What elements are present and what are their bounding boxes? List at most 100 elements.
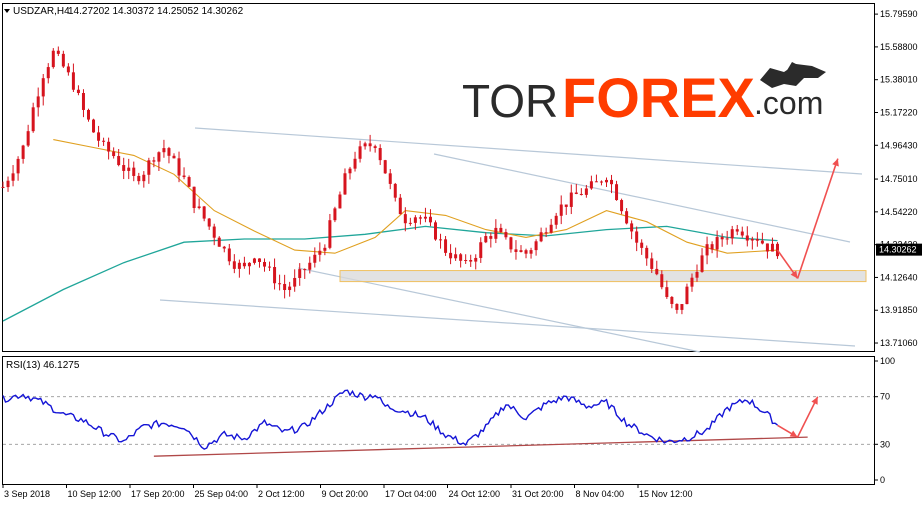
- candle-body: [21, 145, 25, 159]
- candle-body: [46, 67, 50, 79]
- candle-body: [750, 239, 754, 241]
- price-pane-frame: [2, 3, 875, 352]
- bull-bear-icon: [760, 62, 826, 88]
- time-tick-label: 3 Sep 2018: [4, 489, 50, 499]
- time-tick-label: 31 Oct 20:00: [512, 489, 564, 499]
- candle-body: [413, 217, 417, 223]
- candle-body: [61, 53, 65, 67]
- candle-body: [604, 179, 608, 183]
- candle-body: [373, 146, 377, 149]
- price-tick-label: 14.96430: [880, 140, 918, 150]
- watermark-dotcom: .com: [754, 85, 823, 121]
- candle-body: [635, 231, 639, 243]
- candle-body: [247, 262, 251, 267]
- time-tick-label: 9 Oct 20:00: [322, 489, 369, 499]
- candle-body: [660, 274, 664, 288]
- price-projection-arrow-head: [832, 158, 839, 167]
- candle-body: [740, 231, 744, 236]
- candle-body: [41, 78, 45, 97]
- candle-body: [489, 236, 493, 239]
- candle-body: [594, 181, 598, 183]
- candle-body: [343, 173, 347, 195]
- candle-body: [363, 143, 367, 147]
- candle-body: [86, 109, 90, 120]
- candle-body: [454, 254, 458, 259]
- price-tick-label: 14.75010: [880, 174, 918, 184]
- candle-body: [167, 148, 171, 156]
- torforex-watermark: TOR FOREX .com: [462, 62, 826, 129]
- candle-body: [31, 107, 35, 132]
- candle-body: [685, 286, 689, 305]
- candle-body: [333, 208, 337, 221]
- candle-body: [418, 217, 422, 219]
- price-tick-label: 15.58800: [880, 42, 918, 52]
- candle-body: [66, 66, 70, 73]
- candle-body: [313, 254, 317, 263]
- candle-body: [645, 247, 649, 259]
- candle-body: [765, 243, 769, 252]
- candle-body: [263, 261, 267, 267]
- candle-body: [358, 146, 362, 159]
- candle-body: [202, 206, 206, 219]
- candle-body: [117, 156, 121, 166]
- candle-body: [187, 177, 191, 187]
- candle-body: [182, 175, 186, 178]
- candle-body: [589, 181, 593, 189]
- candle-body: [298, 269, 302, 278]
- candle-body: [615, 184, 619, 201]
- candle-body: [388, 173, 392, 184]
- dropdown-triangle-icon[interactable]: [4, 9, 10, 13]
- candle-body: [519, 250, 523, 252]
- candle-body: [544, 232, 548, 234]
- candle-body: [700, 255, 704, 272]
- candle-body: [469, 260, 473, 262]
- candle-body: [499, 227, 503, 233]
- candle-body: [449, 252, 453, 259]
- candle-body: [97, 132, 101, 141]
- candle-body: [444, 239, 448, 253]
- candle-body: [484, 236, 488, 243]
- candle-body: [192, 186, 196, 209]
- candle-body: [755, 239, 759, 241]
- candle-body: [152, 160, 156, 162]
- candle-body: [398, 197, 402, 215]
- candle-body: [308, 262, 312, 270]
- candle-body: [439, 239, 443, 241]
- candle-body: [569, 192, 573, 207]
- time-tick-label: 17 Oct 04:00: [385, 489, 437, 499]
- time-tick-label: 17 Sep 20:00: [131, 489, 185, 499]
- time-tick-label: 10 Sep 12:00: [68, 489, 122, 499]
- price-projection-arrow-head: [790, 270, 798, 279]
- candle-body: [775, 243, 779, 257]
- candle-body: [328, 220, 332, 248]
- candle-body: [760, 240, 764, 244]
- candle-body: [383, 160, 387, 174]
- symbol-label: USDZAR,H4: [13, 6, 70, 17]
- candle-body: [630, 223, 634, 232]
- candle-body: [408, 222, 412, 224]
- price-tick-label: 15.38010: [880, 75, 918, 85]
- trend-channel-line: [433, 153, 851, 243]
- candle-body: [378, 148, 382, 161]
- candle-body: [564, 204, 568, 207]
- candle-body: [172, 155, 176, 159]
- candle-body: [207, 218, 211, 227]
- candle-body: [1, 186, 5, 188]
- candle-body: [252, 258, 256, 263]
- candle-body: [579, 193, 583, 195]
- rsi-tick-label: 30: [880, 439, 890, 449]
- candle-body: [745, 235, 749, 241]
- candle-body: [665, 287, 669, 297]
- candle-body: [283, 283, 287, 291]
- candle-body: [348, 168, 352, 174]
- candle-body: [620, 200, 624, 212]
- candle-body: [725, 238, 729, 240]
- candle-body: [650, 258, 654, 269]
- candle-body: [549, 224, 553, 233]
- trend-channel-line: [159, 299, 856, 347]
- rsi-label: RSI(13) 46.1275: [6, 360, 80, 371]
- candle-body: [423, 216, 427, 219]
- candle-body: [730, 229, 734, 239]
